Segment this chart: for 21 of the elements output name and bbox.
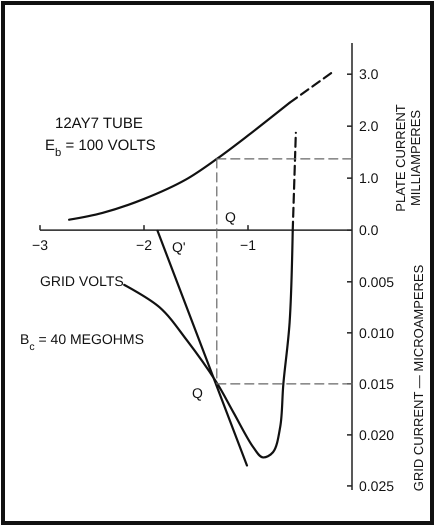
y2-tick-label: 3.0 [359, 66, 379, 82]
y3-tick-label: 0.015 [359, 376, 394, 392]
y3-tick-label: 0.005 [359, 274, 394, 290]
annotation: E$_{b}$ = 100 VOLTS [45, 137, 156, 159]
x-tick-label: −1 [240, 237, 256, 254]
y3-axis-title: GRID CURRENT — MICROAMPERES [411, 264, 426, 492]
x-axis-title: GRID VOLTS [40, 273, 124, 289]
y3-tick-label: 0.020 [359, 426, 394, 443]
annotation: B$_{c}$ = 40 MEGOHMS [20, 331, 144, 353]
y2-tick-label: 0.0 [359, 222, 379, 238]
x-tick-label: −3 [32, 237, 48, 254]
y2-axis-title: PLATE CURRENT MILLIAMPERES [393, 104, 423, 212]
annotation: Q [192, 385, 203, 401]
annotation: Q' [172, 239, 186, 255]
y3-tick-label: 0.010 [359, 324, 394, 341]
y2-tick-label: 1.0 [359, 170, 379, 186]
x-tick-label: −2 [136, 237, 152, 254]
y3-tick-label: 0.025 [359, 478, 394, 494]
annotation: Q [225, 209, 236, 225]
y2-tick-label: 2.0 [359, 118, 379, 134]
annotation: 12AY7 TUBE [55, 115, 143, 132]
